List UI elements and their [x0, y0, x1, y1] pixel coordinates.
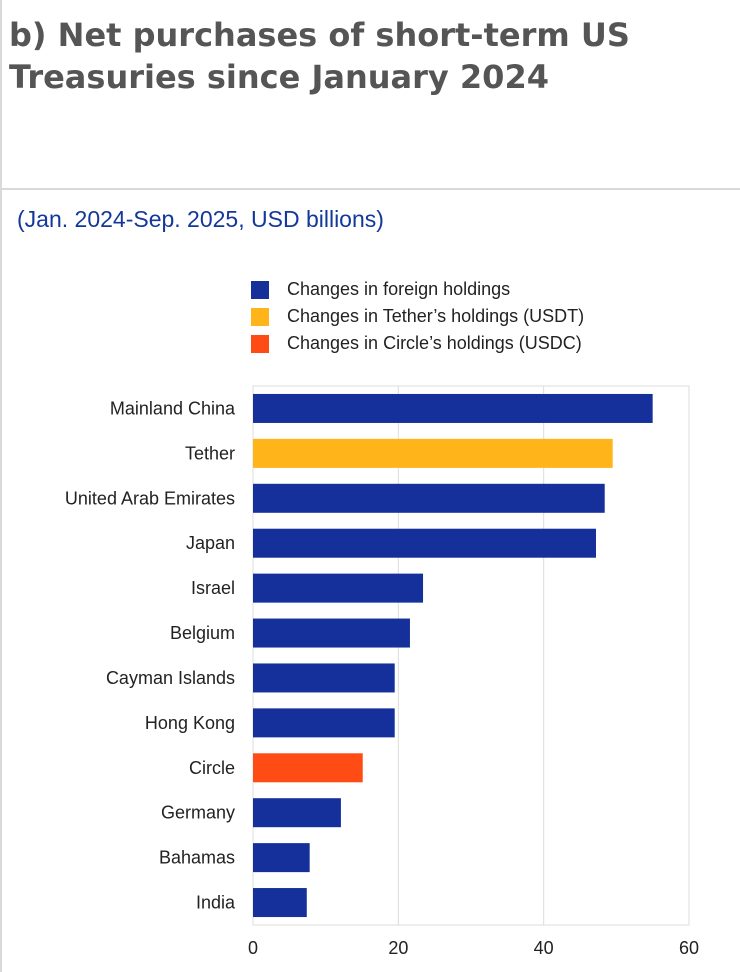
- x-tick-label: 20: [388, 938, 408, 958]
- legend-swatch-foreign: [251, 280, 269, 299]
- bar: [253, 888, 307, 918]
- category-label: Cayman Islands: [106, 668, 235, 688]
- bar: [253, 528, 596, 558]
- bar: [253, 573, 424, 603]
- category-label: Germany: [161, 803, 235, 823]
- x-tick-label: 60: [679, 938, 699, 958]
- category-label: Bahamas: [159, 848, 235, 868]
- bar: [253, 843, 310, 873]
- x-tick-label: 40: [534, 938, 554, 958]
- category-label: Israel: [191, 578, 235, 598]
- legend-label: Changes in Circle’s holdings (USDC): [287, 333, 582, 353]
- x-tick-label: 0: [248, 938, 258, 958]
- legend-label: Changes in Tether’s holdings (USDT): [287, 306, 585, 326]
- legend: Changes in foreign holdings Changes in T…: [251, 276, 584, 357]
- bar: [253, 618, 410, 648]
- bar: [253, 798, 341, 828]
- category-label: Belgium: [170, 623, 235, 643]
- category-label: Circle: [189, 758, 235, 778]
- legend-item-circle: Changes in Circle’s holdings (USDC): [251, 330, 584, 357]
- divider: [0, 188, 740, 190]
- category-label: Hong Kong: [145, 713, 235, 733]
- bar: [253, 753, 363, 783]
- bar: [253, 393, 653, 423]
- legend-item-foreign: Changes in foreign holdings: [251, 276, 584, 303]
- legend-item-tether: Changes in Tether’s holdings (USDT): [251, 303, 584, 330]
- category-label: India: [196, 893, 236, 913]
- legend-swatch-tether: [251, 307, 269, 326]
- left-border: [0, 0, 2, 972]
- category-label: Japan: [186, 533, 235, 553]
- legend-swatch-circle: [251, 334, 269, 353]
- category-label: Mainland China: [110, 398, 236, 418]
- chart-title: b) Net purchases of short-term US Treasu…: [9, 16, 630, 96]
- bar: [253, 708, 395, 738]
- bar: [253, 483, 605, 513]
- chart-subtitle: (Jan. 2024-Sep. 2025, USD billions): [17, 206, 384, 232]
- legend-label: Changes in foreign holdings: [287, 279, 511, 299]
- bar: [253, 438, 613, 468]
- bar: [253, 663, 395, 693]
- category-label: United Arab Emirates: [65, 488, 235, 508]
- category-label: Tether: [185, 443, 235, 463]
